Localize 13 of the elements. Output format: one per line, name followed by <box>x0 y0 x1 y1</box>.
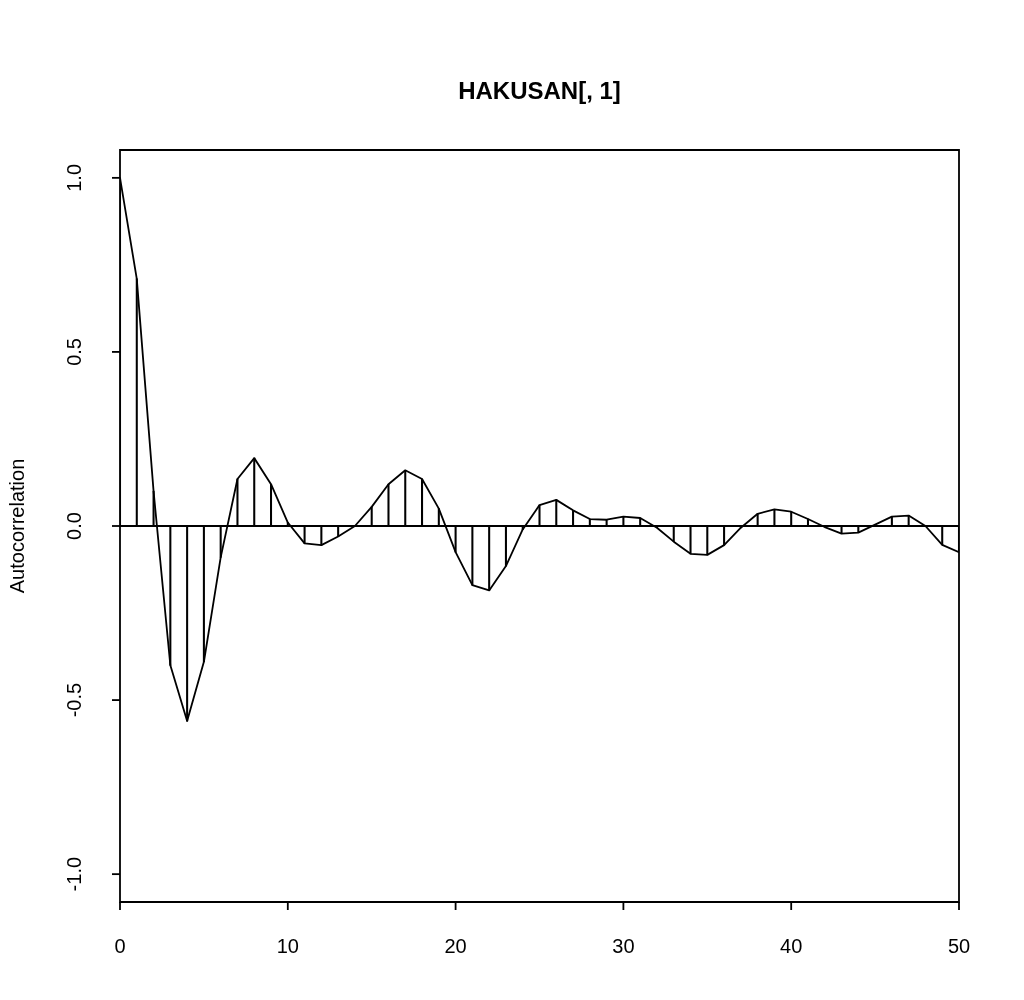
x-tick-label: 20 <box>444 934 467 957</box>
x-tick-label: 10 <box>276 934 299 957</box>
x-tick-label: 30 <box>612 934 635 957</box>
y-axis-title: Autocorrelation <box>5 458 28 594</box>
y-tick-label: 0.0 <box>62 512 85 540</box>
y-tick-label: 1.0 <box>62 163 85 192</box>
y-tick-label: 0.5 <box>62 338 85 366</box>
x-tick-label: 50 <box>947 934 971 957</box>
y-tick-label: -1.0 <box>62 856 85 892</box>
x-tick-label: 0 <box>114 934 126 957</box>
x-tick-label: 40 <box>780 934 803 957</box>
chart-title: HAKUSAN[, 1] <box>458 76 621 104</box>
y-tick-label: -0.5 <box>62 682 85 718</box>
